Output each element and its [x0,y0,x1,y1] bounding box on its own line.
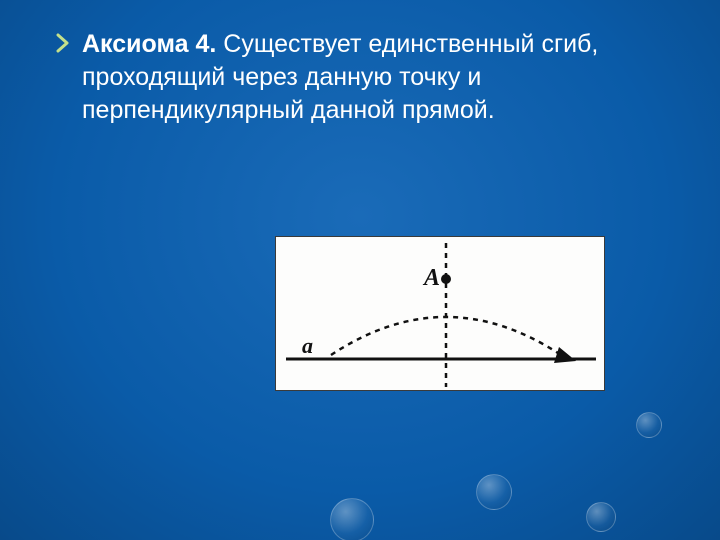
geometry-figure: A a [275,236,605,391]
fold-arc-arrow-icon [554,347,576,363]
axiom-text: Аксиома 4. Существует единственный сгиб,… [82,28,664,127]
bubble-decor-icon [636,412,662,438]
axiom-label: Аксиома 4. [82,30,216,58]
bubble-decor-icon [586,502,616,532]
chevron-right-icon [56,32,70,54]
slide-content: Аксиома 4. Существует единственный сгиб,… [0,0,720,127]
axiom-bullet-item: Аксиома 4. Существует единственный сгиб,… [56,28,664,127]
diagram-svg: A a [276,237,606,392]
line-a-label: a [302,333,313,358]
bubble-decor-icon [476,474,512,510]
point-a-label: A [422,265,440,291]
bubble-decor-icon [330,498,374,540]
point-a [441,274,451,284]
